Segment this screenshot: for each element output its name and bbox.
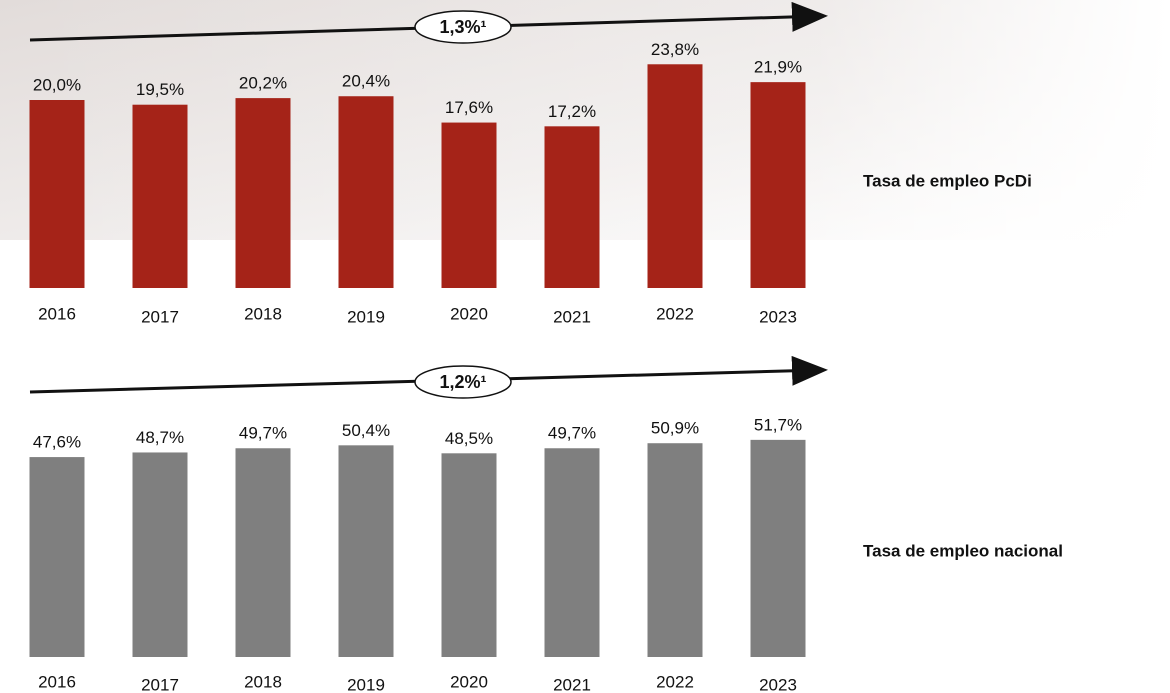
- value-label: 20,2%: [239, 74, 287, 93]
- bar: [29, 100, 85, 288]
- value-label: 17,6%: [445, 98, 493, 117]
- trend-label: 1,3%¹: [439, 17, 486, 37]
- value-label: 51,7%: [754, 415, 802, 434]
- bar: [132, 452, 188, 657]
- x-tick-label: 2023: [759, 675, 797, 693]
- x-tick-label: 2021: [553, 307, 591, 326]
- x-tick-label: 2017: [141, 307, 179, 326]
- value-label: 20,0%: [33, 75, 81, 94]
- bar: [544, 448, 600, 657]
- x-tick-label: 2019: [347, 675, 385, 693]
- value-label: 49,7%: [548, 424, 596, 443]
- x-tick-label: 2023: [759, 307, 797, 326]
- trend-bubble: [414, 365, 512, 399]
- bar: [338, 445, 394, 657]
- x-tick-label: 2022: [656, 304, 694, 323]
- trend-bubble: [414, 10, 512, 44]
- bar: [647, 64, 703, 288]
- bar: [750, 439, 806, 657]
- value-label: 50,9%: [651, 419, 699, 438]
- value-label: 47,6%: [33, 433, 81, 452]
- bar: [544, 126, 600, 288]
- bar: [441, 122, 497, 288]
- bar: [338, 96, 394, 289]
- value-label: 21,9%: [754, 58, 802, 77]
- bar: [647, 443, 703, 657]
- series-title: Tasa de empleo nacional: [863, 541, 1063, 560]
- x-tick-label: 2016: [38, 304, 76, 323]
- value-label: 49,7%: [239, 424, 287, 443]
- bar: [235, 98, 291, 289]
- x-tick-label: 2020: [450, 672, 488, 691]
- bar: [132, 104, 188, 288]
- value-label: 23,8%: [651, 40, 699, 59]
- x-tick-label: 2017: [141, 675, 179, 693]
- value-label: 48,7%: [136, 428, 184, 447]
- x-tick-label: 2020: [450, 304, 488, 323]
- value-label: 20,4%: [342, 72, 390, 91]
- value-label: 50,4%: [342, 421, 390, 440]
- trend-label: 1,2%¹: [439, 372, 486, 392]
- x-tick-label: 2018: [244, 672, 282, 691]
- bar: [235, 448, 291, 657]
- value-label: 17,2%: [548, 102, 596, 121]
- x-tick-label: 2018: [244, 304, 282, 323]
- x-tick-label: 2016: [38, 672, 76, 691]
- bar: [29, 457, 85, 657]
- value-label: 19,5%: [136, 80, 184, 99]
- x-tick-label: 2019: [347, 307, 385, 326]
- bar: [750, 82, 806, 288]
- bar: [441, 453, 497, 657]
- x-tick-label: 2022: [656, 672, 694, 691]
- value-label: 48,5%: [445, 429, 493, 448]
- series-title: Tasa de empleo PcDi: [863, 171, 1032, 190]
- x-tick-label: 2021: [553, 675, 591, 693]
